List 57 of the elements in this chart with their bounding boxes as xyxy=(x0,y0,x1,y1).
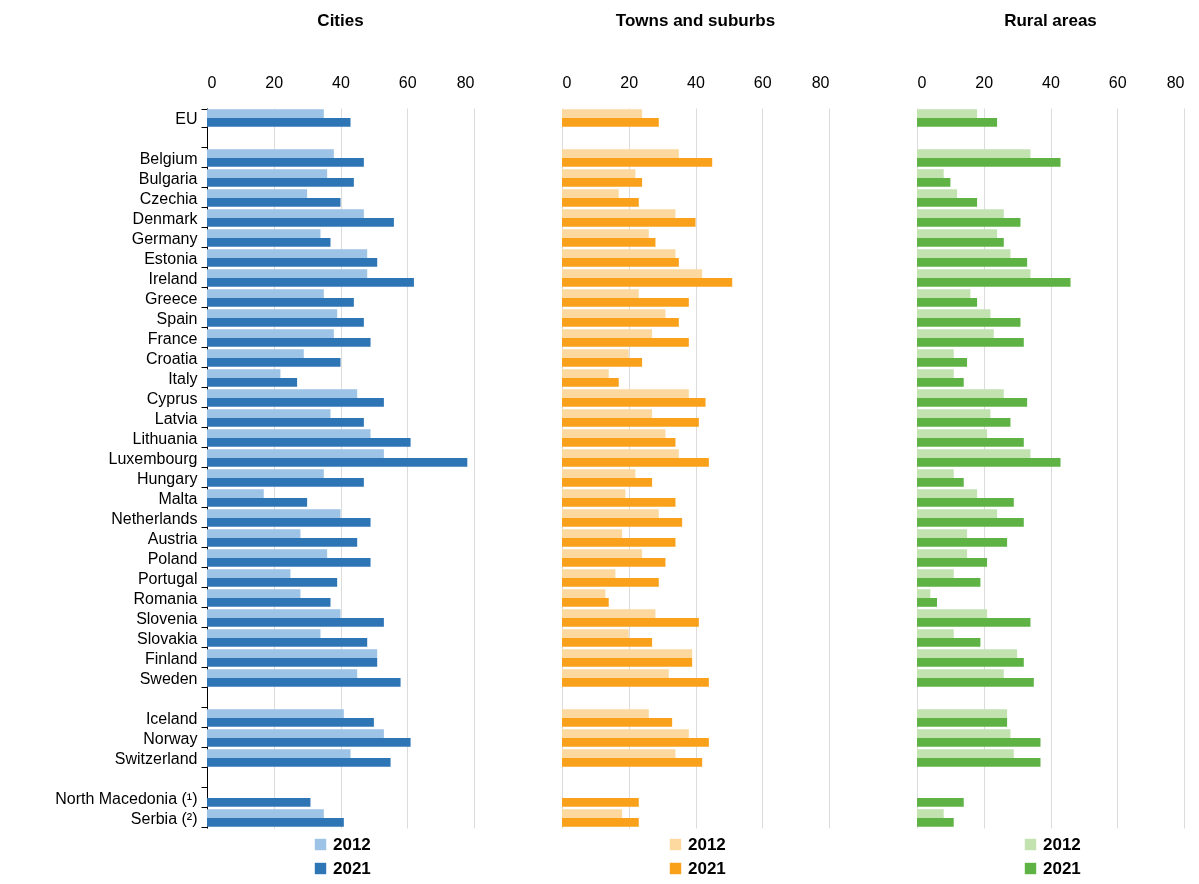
x-tick-label: 20 xyxy=(265,73,284,91)
legend-label: 2021 xyxy=(688,858,726,878)
chart-title: Cities xyxy=(317,11,364,30)
chart-title: Towns and suburbs xyxy=(615,11,776,30)
y-tick-label: Netherlands xyxy=(111,509,198,527)
y-tick-label: North Macedonia (¹) xyxy=(55,789,198,807)
x-tick-label: 0 xyxy=(207,73,217,91)
y-tick-label: Czechia xyxy=(139,189,198,207)
x-tick-label: 80 xyxy=(456,73,475,91)
y-tick-label: Belgium xyxy=(139,149,198,167)
chart-title: Rural areas xyxy=(1004,11,1097,30)
x-tick-label: 40 xyxy=(687,73,705,91)
y-tick-label: Poland xyxy=(147,549,198,567)
y-tick-label: Iceland xyxy=(145,709,198,727)
legend-label: 2012 xyxy=(1043,834,1081,854)
legend-label: 2012 xyxy=(333,834,371,854)
x-tick-label: 60 xyxy=(1108,73,1127,91)
y-tick-label: Serbia (²) xyxy=(130,809,198,827)
x-tick-label: 20 xyxy=(975,73,994,91)
y-tick-label: Romania xyxy=(133,589,198,607)
y-tick-label: Malta xyxy=(158,489,198,507)
y-tick-label: Bulgaria xyxy=(138,169,198,187)
y-tick-label: Spain xyxy=(156,309,198,327)
legend-label: 2012 xyxy=(688,834,726,854)
y-tick-label: Norway xyxy=(143,729,198,747)
y-tick-label: Finland xyxy=(145,649,198,667)
y-tick-label: Latvia xyxy=(154,409,198,427)
y-tick-label: Ireland xyxy=(148,269,198,287)
x-tick-label: 60 xyxy=(753,73,772,91)
y-tick-label: Slovenia xyxy=(136,609,198,627)
x-tick-label: 0 xyxy=(562,73,572,91)
y-tick-label: France xyxy=(147,329,198,347)
x-tick-label: 60 xyxy=(398,73,417,91)
y-tick-label: EU xyxy=(175,109,198,127)
y-tick-label: Croatia xyxy=(145,349,198,367)
x-tick-label: 40 xyxy=(1042,73,1060,91)
x-tick-label: 40 xyxy=(332,73,350,91)
y-tick-label: Austria xyxy=(147,529,198,547)
y-tick-label: Switzerland xyxy=(114,749,198,767)
y-tick-label: Italy xyxy=(168,369,198,387)
y-tick-label: Germany xyxy=(131,229,198,247)
x-tick-label: 80 xyxy=(1166,73,1185,91)
y-tick-label: Slovakia xyxy=(137,629,198,647)
y-tick-label: Lithuania xyxy=(132,429,198,447)
x-tick-label: 20 xyxy=(620,73,639,91)
legend-label: 2021 xyxy=(333,858,371,878)
y-tick-label: Estonia xyxy=(144,249,198,267)
legend-label: 2021 xyxy=(1043,858,1081,878)
y-tick-label: Cyprus xyxy=(146,389,198,407)
x-tick-label: 80 xyxy=(811,73,830,91)
y-tick-label: Portugal xyxy=(137,569,198,587)
y-tick-label: Hungary xyxy=(137,469,198,487)
x-tick-label: 0 xyxy=(917,73,927,91)
y-tick-label: Greece xyxy=(145,289,198,307)
y-tick-label: Denmark xyxy=(132,209,199,227)
y-tick-label: Luxembourg xyxy=(108,449,198,467)
y-tick-label: Sweden xyxy=(139,669,198,687)
